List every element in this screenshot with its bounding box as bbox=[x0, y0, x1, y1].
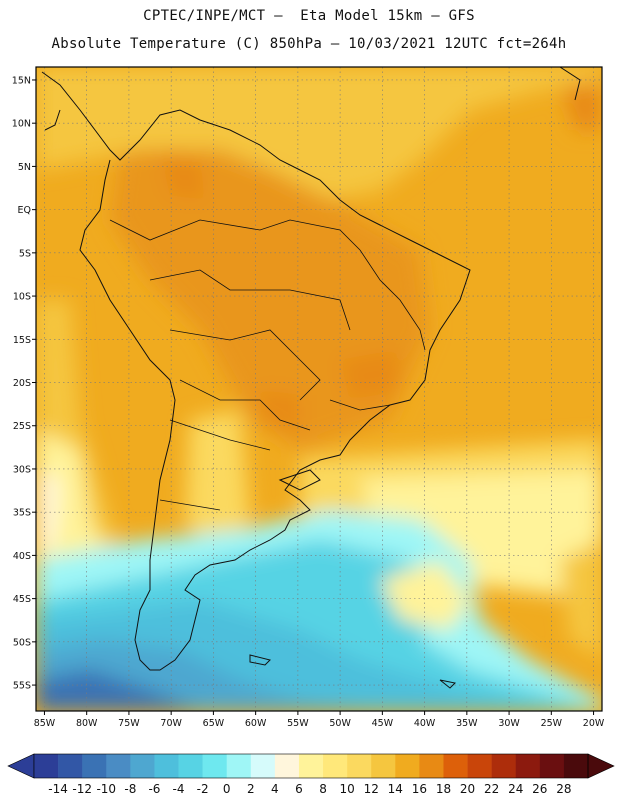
temperature-field bbox=[36, 67, 602, 711]
coastline-outline bbox=[41, 67, 581, 689]
colorbar-swatch bbox=[395, 754, 420, 778]
colorbar-label: -6 bbox=[148, 782, 160, 796]
latitude-tick-label: EQ bbox=[18, 205, 31, 216]
colorbar-swatch bbox=[298, 754, 324, 778]
colorbar-label: -12 bbox=[72, 782, 92, 796]
colorbar-arrow-high bbox=[587, 753, 615, 779]
latitude-tick-label: 55S bbox=[13, 681, 31, 692]
colorbar-swatch bbox=[323, 754, 348, 778]
colorbar-frame bbox=[33, 753, 589, 779]
colorbar-label: 8 bbox=[319, 782, 327, 796]
colorbar-label: 4 bbox=[271, 782, 279, 796]
longitude-tick-label: 75W bbox=[118, 718, 140, 729]
latitude-tick-label: 15S bbox=[13, 335, 31, 346]
colorbar-label: 14 bbox=[388, 782, 403, 796]
colorbar-swatch bbox=[58, 754, 83, 778]
colorbar-swatch bbox=[106, 754, 131, 778]
colorbar-swatch bbox=[82, 754, 107, 778]
colorbar-swatch bbox=[178, 754, 203, 778]
colorbar-label: 2 bbox=[247, 782, 255, 796]
latitude-tick-label: 40S bbox=[13, 551, 31, 562]
temperature-colorbar: -14 -12 -10 -8 -6 -4 -2 0 2 4 6 8 10 12 14 16 18 20 22 24 26… bbox=[7, 753, 615, 796]
latitude-tick-label: 45S bbox=[13, 594, 31, 605]
latitude-axis: 15N 10N 5N EQ 5S 10S 15S 20S 25S 30S 35S 40S 45S 50S 5… bbox=[12, 75, 36, 692]
longitude-tick-label: 85W bbox=[34, 718, 56, 729]
colorbar-swatch bbox=[250, 754, 276, 778]
colorbar-arrow-low bbox=[7, 753, 35, 779]
colorbar-swatch bbox=[419, 754, 444, 778]
latitude-tick-label: 50S bbox=[13, 637, 31, 648]
colorbar-label: -4 bbox=[173, 782, 185, 796]
longitude-tick-label: 30W bbox=[498, 718, 520, 729]
latitude-tick-label: 25S bbox=[13, 421, 31, 432]
latitude-tick-label: 10N bbox=[12, 119, 31, 130]
latitude-tick-label: 5S bbox=[19, 248, 31, 259]
colorbar-swatch bbox=[274, 754, 300, 778]
colorbar-label: 26 bbox=[532, 782, 547, 796]
colorbar-label: 24 bbox=[508, 782, 523, 796]
colorbar-label: -2 bbox=[197, 782, 209, 796]
longitude-tick-label: 80W bbox=[76, 718, 98, 729]
colorbar-swatch bbox=[563, 754, 589, 778]
longitude-axis: 85W 80W 75W 70W 65W 60W 55W 50W 45W 40W 35W 30W 25W 2… bbox=[34, 711, 605, 729]
longitude-tick-label: 25W bbox=[541, 718, 563, 729]
colorbar-label: 10 bbox=[339, 782, 354, 796]
latitude-tick-label: 15N bbox=[12, 75, 31, 86]
colorbar-swatch bbox=[347, 754, 372, 778]
country-borders bbox=[109, 219, 426, 511]
colorbar-swatch bbox=[443, 754, 468, 778]
colorbar-swatch bbox=[467, 754, 492, 778]
colorbar-label: -10 bbox=[96, 782, 116, 796]
latitude-tick-label: 5N bbox=[18, 162, 31, 173]
longitude-tick-label: 70W bbox=[160, 718, 182, 729]
colorbar-label: 18 bbox=[436, 782, 451, 796]
colorbar-swatch bbox=[226, 754, 252, 778]
colorbar-label: 20 bbox=[460, 782, 475, 796]
colorbar-swatch bbox=[491, 754, 517, 778]
colorbar-label: 6 bbox=[295, 782, 303, 796]
longitude-tick-label: 45W bbox=[372, 718, 394, 729]
colorbar-label: 28 bbox=[556, 782, 571, 796]
latitude-tick-label: 35S bbox=[13, 508, 31, 519]
colorbar-swatch bbox=[34, 754, 59, 778]
colorbar-label: 16 bbox=[412, 782, 427, 796]
colorbar-swatch bbox=[130, 754, 155, 778]
latitude-tick-label: 20S bbox=[13, 378, 31, 389]
longitude-tick-label: 65W bbox=[203, 718, 225, 729]
chart-title-line1: CPTEC/INPE/MCT – Eta Model 15km – GFS bbox=[143, 8, 475, 24]
longitude-tick-label: 40W bbox=[414, 718, 436, 729]
colorbar-label: 22 bbox=[484, 782, 499, 796]
longitude-tick-label: 35W bbox=[456, 718, 478, 729]
latitude-tick-label: 30S bbox=[13, 464, 31, 475]
latitude-tick-label: 10S bbox=[13, 292, 31, 303]
colorbar-label: 12 bbox=[364, 782, 379, 796]
longitude-tick-label: 55W bbox=[287, 718, 309, 729]
colorbar-swatch bbox=[515, 754, 541, 778]
colorbar-swatch bbox=[371, 754, 396, 778]
colorbar-swatch bbox=[202, 754, 227, 778]
colorbar-label: -14 bbox=[48, 782, 68, 796]
map-frame bbox=[35, 66, 603, 712]
chart-title-line2: Absolute Temperature (C) 850hPa – 10/03/… bbox=[51, 36, 567, 52]
colorbar-label: -8 bbox=[124, 782, 136, 796]
longitude-tick-label: 20W bbox=[583, 718, 605, 729]
longitude-tick-label: 50W bbox=[329, 718, 351, 729]
map-graticule bbox=[36, 67, 602, 711]
longitude-tick-label: 60W bbox=[245, 718, 267, 729]
colorbar-swatch bbox=[539, 754, 565, 778]
colorbar-swatch bbox=[154, 754, 179, 778]
colorbar-label: 0 bbox=[223, 782, 231, 796]
